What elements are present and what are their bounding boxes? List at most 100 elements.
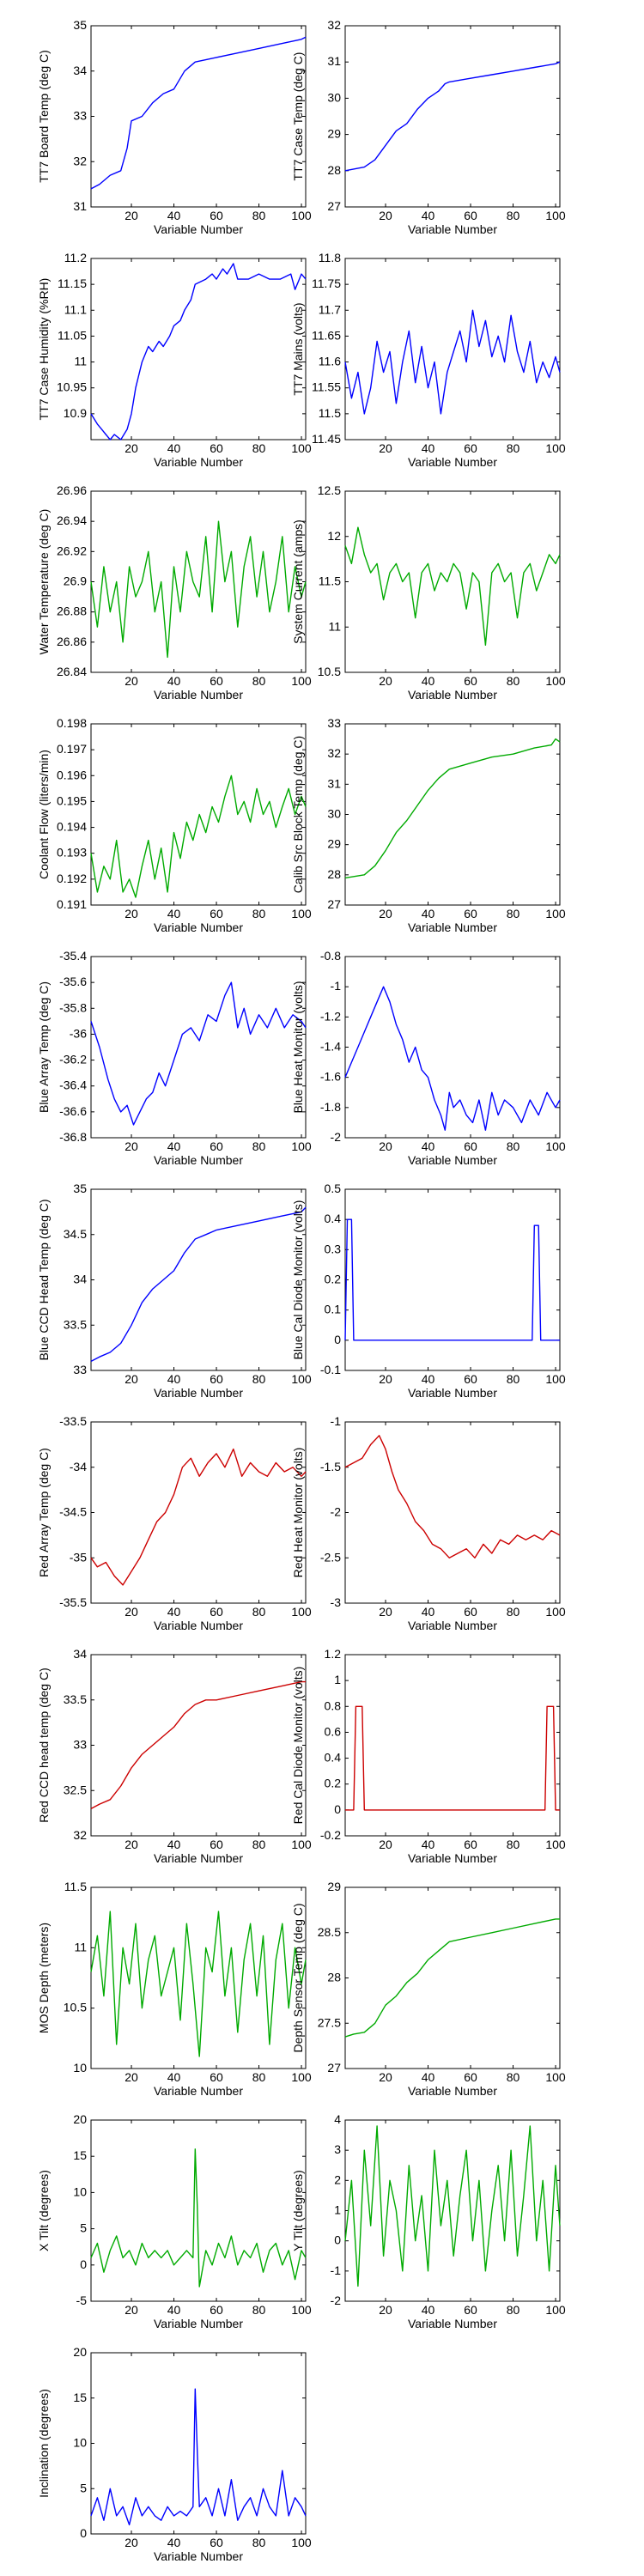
x-tick-label: 40: [422, 1838, 435, 1851]
x-axis-label: Variable Number: [408, 455, 497, 469]
y-tick-label: 11.75: [312, 276, 341, 290]
y-tick-label: 10: [73, 2061, 87, 2075]
y-tick-label: 11.55: [312, 380, 341, 394]
x-tick-label: 20: [125, 2536, 138, 2549]
x-axis-label: Variable Number: [408, 2317, 497, 2330]
series-line: [90, 2148, 307, 2287]
y-tick-label: 26.92: [57, 544, 87, 557]
x-tick-label: 40: [422, 1605, 435, 1619]
y-tick-label: 0.1: [325, 1303, 342, 1316]
x-tick-label: 40: [167, 441, 181, 455]
chart-panel-7: 20 40 60 80 100 0.191 0.192 0.193 0.194 0.195 0.19…: [37, 716, 312, 934]
plot-frame: [90, 2352, 307, 2535]
y-tick-label: 0.4: [325, 1751, 342, 1765]
y-tick-label: 31: [73, 199, 87, 213]
x-tick-label: 60: [210, 1838, 223, 1851]
y-tick-label: 31: [327, 776, 341, 790]
x-tick-label: 80: [507, 1372, 520, 1386]
plot-frame: [344, 1188, 561, 1371]
chart-panel-19: 20 40 60 80 100 -5 0 5 10 15 20 Variable Number X Ti…: [37, 2112, 312, 2330]
plot-frame: [90, 490, 307, 673]
x-tick-label: 100: [545, 2303, 566, 2317]
x-tick-label: 60: [464, 1838, 477, 1851]
x-tick-label: 40: [167, 674, 181, 688]
x-tick-label: 40: [167, 1605, 181, 1619]
x-tick-label: 60: [210, 2536, 223, 2549]
y-tick-label: 0.3: [325, 1242, 342, 1255]
x-tick-label: 40: [422, 1372, 435, 1386]
x-tick-label: 100: [545, 2070, 566, 2084]
x-tick-label: 20: [379, 209, 392, 222]
x-tick-label: 60: [210, 674, 223, 688]
y-tick-label: 35: [73, 1182, 87, 1195]
x-tick-label: 80: [252, 441, 266, 455]
y-tick-label: 5: [80, 2221, 87, 2235]
plot-frame: [344, 1654, 561, 1837]
chart-panel-13: 20 40 60 80 100 -35.5 -35 -34.5 -34 -33.5 Variable…: [37, 1414, 312, 1632]
y-tick-label: 0: [334, 2233, 341, 2247]
x-tick-label: 60: [210, 907, 223, 920]
x-tick-label: 60: [210, 441, 223, 455]
y-tick-label: 1.2: [325, 1647, 342, 1661]
y-axis-label: System Current (amps): [291, 519, 305, 644]
y-tick-label: -1.6: [320, 1070, 341, 1084]
x-tick-label: 40: [422, 674, 435, 688]
chart-panel-11: 20 40 60 80 100 33 33.5 34 34.5 35 Variable Number…: [37, 1182, 312, 1400]
y-tick-label: 30: [327, 807, 341, 821]
y-axis-label: Calib Src Block Temp (deg C): [291, 736, 305, 893]
y-tick-label: -36.8: [59, 1130, 87, 1144]
x-axis-label: Variable Number: [154, 2317, 243, 2330]
y-tick-label: 32: [73, 1828, 87, 1842]
y-tick-label: 0.2: [325, 1273, 342, 1286]
x-tick-label: 60: [464, 907, 477, 920]
y-tick-label: 11.5: [319, 406, 341, 420]
x-axis-label: Variable Number: [154, 1153, 243, 1167]
x-axis-label: Variable Number: [154, 2084, 243, 2098]
series-line: [90, 981, 307, 1126]
series-line: [344, 526, 561, 646]
y-tick-label: 10.5: [64, 2001, 87, 2014]
x-tick-label: 20: [125, 1372, 138, 1386]
y-axis-label: TT7 Mains (volts): [291, 302, 305, 395]
y-tick-label: -35.4: [59, 949, 87, 963]
y-tick-label: -2.5: [320, 1550, 341, 1564]
y-tick-label: 32: [327, 746, 341, 760]
y-tick-label: 30: [327, 90, 341, 104]
y-tick-label: -34: [70, 1460, 87, 1473]
x-tick-label: 80: [507, 907, 520, 920]
y-tick-label: 0.4: [325, 1212, 342, 1225]
y-tick-label: 27.5: [318, 2015, 341, 2029]
y-tick-label: 32: [73, 154, 87, 167]
y-tick-label: 0.193: [57, 846, 87, 860]
y-axis-label: Blue Heat Monitor (volts): [291, 981, 305, 1113]
y-tick-label: 34: [73, 1273, 87, 1286]
x-axis-label: Variable Number: [154, 455, 243, 469]
x-tick-label: 40: [167, 1372, 181, 1386]
chart-panel-9: 20 40 60 80 100 -36.8 -36.6 -36.4 -36.2 -36 -35.8 -…: [37, 949, 312, 1167]
y-tick-label: 0.6: [325, 1724, 342, 1738]
series-line: [344, 61, 561, 172]
x-tick-label: 100: [545, 907, 566, 920]
y-axis-label: TT7 Case Humidity (%RH): [37, 278, 51, 421]
y-tick-label: 26.84: [57, 665, 87, 678]
y-axis-label: Coolant Flow (liters/min): [37, 750, 51, 879]
y-tick-label: 0.194: [57, 820, 87, 834]
x-tick-label: 20: [125, 441, 138, 455]
x-tick-label: 40: [422, 2070, 435, 2084]
x-tick-label: 40: [167, 209, 181, 222]
x-tick-label: 40: [167, 2536, 181, 2549]
x-tick-label: 80: [507, 1139, 520, 1153]
x-axis-label: Variable Number: [154, 1619, 243, 1632]
x-tick-label: 20: [125, 209, 138, 222]
y-tick-label: -1.2: [320, 1009, 341, 1023]
y-tick-label: 15: [73, 2148, 87, 2162]
series-line: [90, 36, 307, 190]
x-tick-label: 100: [291, 2070, 312, 2084]
plot-frame: [344, 723, 561, 906]
x-tick-label: 20: [379, 441, 392, 455]
y-tick-label: 10.95: [57, 380, 87, 394]
y-axis-label: TT7 Case Temp (deg C): [291, 52, 305, 181]
y-tick-label: 33: [73, 1363, 87, 1376]
chart-panel-12: 20 40 60 80 100 -0.1 0 0.1 0.2 0.3 0.4 0.5 Variable …: [291, 1182, 566, 1400]
y-tick-label: 26.88: [57, 605, 87, 618]
